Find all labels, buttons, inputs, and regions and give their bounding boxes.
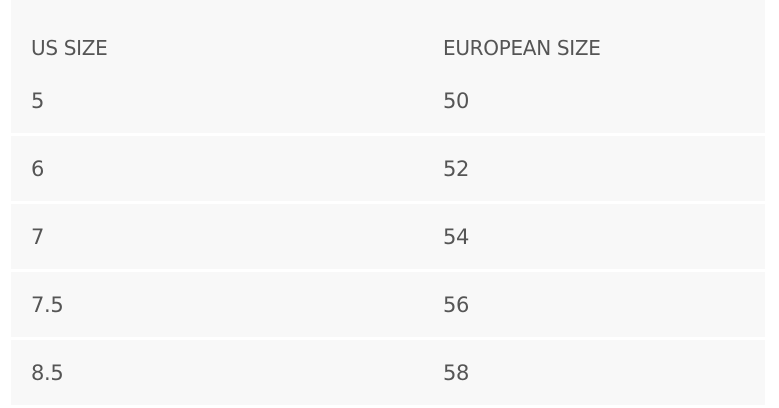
header-european-size: EUROPEAN SIZE <box>443 36 601 60</box>
european-size-cell: 58 <box>443 360 470 385</box>
us-size-cell: 5 <box>31 88 45 113</box>
european-size-cell: 50 <box>443 88 470 113</box>
header-us-size: US SIZE <box>31 36 108 60</box>
table-row: 8.5 58 <box>11 340 765 408</box>
table-row: 5 50 <box>11 68 765 136</box>
table-row: 7.5 56 <box>11 272 765 340</box>
table-header: US SIZE EUROPEAN SIZE <box>11 0 765 68</box>
european-size-cell: 52 <box>443 156 470 181</box>
table-row: 6 52 <box>11 136 765 204</box>
european-size-cell: 54 <box>443 224 470 249</box>
european-size-cell: 56 <box>443 292 470 317</box>
us-size-cell: 7.5 <box>31 292 64 317</box>
us-size-cell: 8.5 <box>31 360 64 385</box>
us-size-cell: 6 <box>31 156 45 181</box>
us-size-cell: 7 <box>31 224 45 249</box>
table-row: 7 54 <box>11 204 765 272</box>
size-chart-table: US SIZE EUROPEAN SIZE 5 50 6 52 7 54 7.5… <box>11 0 765 408</box>
